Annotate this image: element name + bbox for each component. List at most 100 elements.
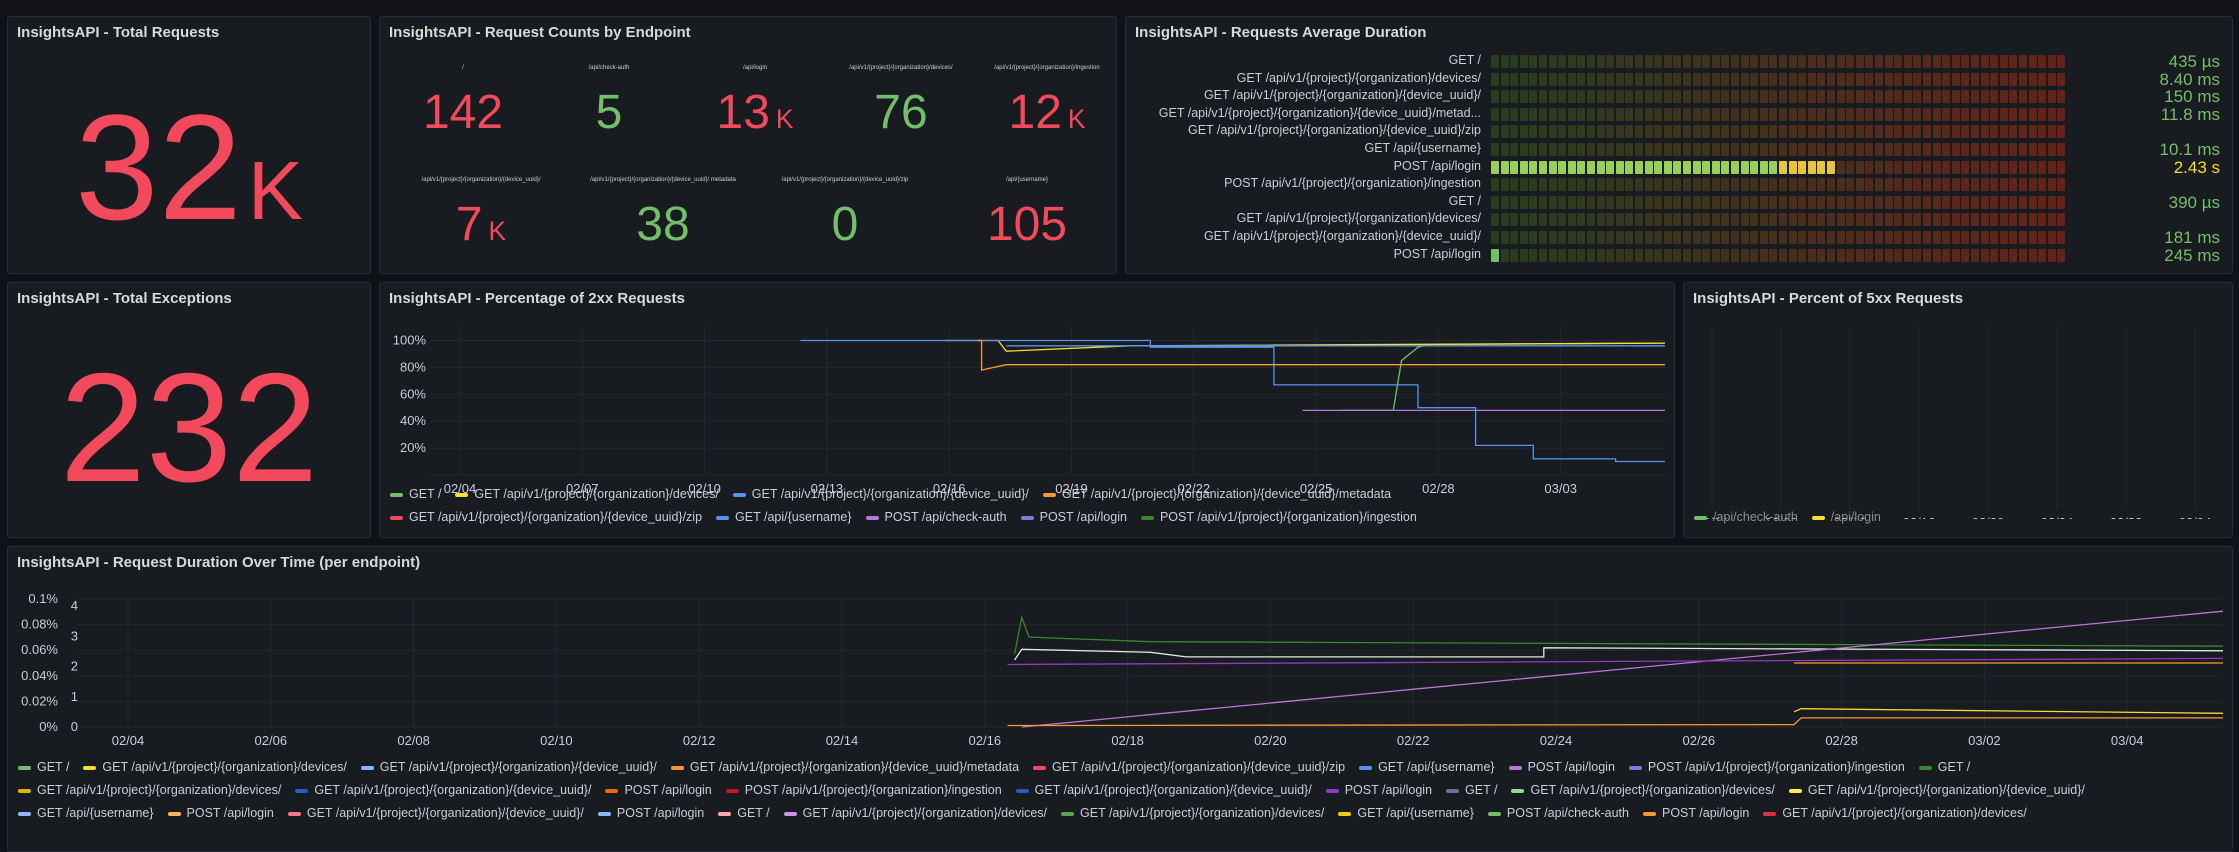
bar-gauge-cell bbox=[1884, 231, 1893, 244]
legend-item[interactable]: GET /api/v1/{project}/{organization}/{de… bbox=[390, 506, 702, 529]
bar-gauge-cell bbox=[1769, 125, 1778, 139]
bar-gauge[interactable] bbox=[1491, 90, 2067, 104]
series-line[interactable] bbox=[977, 339, 1666, 371]
endpoint-stat: /api/login 13 K bbox=[682, 65, 828, 140]
legend-item[interactable]: POST /api/login bbox=[1325, 779, 1432, 802]
legend-item[interactable]: POST /api/login bbox=[1020, 506, 1127, 529]
legend-item[interactable]: GET / bbox=[1446, 779, 1497, 802]
series-line[interactable] bbox=[1007, 657, 2224, 666]
series-line[interactable] bbox=[1339, 342, 1666, 412]
bar-gauge-cell bbox=[1788, 125, 1797, 139]
bar-gauge-cell bbox=[1923, 195, 1932, 209]
x-tick-label: 02/14 bbox=[826, 733, 859, 748]
panel-title[interactable]: InsightsAPI - Requests Average Duration bbox=[1135, 24, 1427, 41]
legend-item[interactable]: GET /api/v1/{project}/{organization}/{de… bbox=[670, 756, 1019, 779]
bar-gauge[interactable] bbox=[1491, 178, 2067, 192]
legend-item[interactable]: GET /api/{username} bbox=[1338, 802, 1474, 825]
legend-item[interactable]: POST /api/v1/{project}/{organization}/in… bbox=[1140, 506, 1417, 529]
series-line[interactable] bbox=[1793, 708, 2224, 714]
bar-gauge-cell bbox=[1711, 143, 1720, 156]
bar-gauge-cell bbox=[1567, 231, 1576, 244]
legend-item[interactable]: GET /api/v1/{project}/{organization}/{de… bbox=[1788, 779, 2085, 802]
series-line[interactable] bbox=[1014, 647, 2224, 661]
legend-swatch bbox=[1788, 788, 1802, 793]
bar-gauge-cell bbox=[1654, 248, 1663, 262]
bar-gauge-cell bbox=[1846, 55, 1855, 68]
legend-item[interactable]: POST /api/v1/{project}/{organization}/in… bbox=[1628, 756, 1905, 779]
legend-item[interactable]: GET /api/v1/{project}/{organization}/dev… bbox=[455, 483, 719, 506]
legend-item[interactable]: GET /api/{username} bbox=[1359, 756, 1495, 779]
legend-item[interactable]: POST /api/v1/{project}/{organization}/in… bbox=[725, 779, 1002, 802]
panel-title[interactable]: InsightsAPI - Total Requests bbox=[17, 24, 220, 41]
legend-item[interactable]: POST /api/login bbox=[597, 802, 704, 825]
x-tick-label: 02/20 bbox=[1972, 515, 2005, 519]
bar-gauge-cell bbox=[1884, 72, 1893, 86]
series-line[interactable] bbox=[800, 339, 1666, 463]
bar-gauge[interactable] bbox=[1491, 231, 2067, 244]
legend-item[interactable]: POST /api/login bbox=[167, 802, 274, 825]
legend-item[interactable]: GET /api/v1/{project}/{organization}/{de… bbox=[1042, 483, 1391, 506]
bar-gauge-cell bbox=[1855, 55, 1864, 68]
legend-item[interactable]: GET /api/v1/{project}/{organization}/{de… bbox=[295, 779, 591, 802]
legend-item[interactable]: POST /api/check-auth bbox=[1487, 802, 1629, 825]
series-line[interactable] bbox=[1013, 614, 2224, 655]
legend-swatch bbox=[1694, 515, 1707, 520]
legend-item[interactable]: GET /api/v1/{project}/{organization}/dev… bbox=[83, 756, 347, 779]
legend-item[interactable]: GET /api/v1/{project}/{organization}/dev… bbox=[1511, 779, 1775, 802]
bar-gauge[interactable] bbox=[1491, 55, 2067, 68]
panel-title[interactable]: InsightsAPI - Request Duration Over Time… bbox=[17, 554, 421, 571]
bar-gauge[interactable] bbox=[1491, 248, 2067, 262]
series-line[interactable] bbox=[1021, 610, 2224, 728]
legend-item[interactable]: GET /api/v1/{project}/{organization}/{de… bbox=[1015, 779, 1312, 802]
series-line[interactable] bbox=[1007, 717, 2224, 727]
pct-5xx-chart[interactable]: 02/04 02/08 02/12 02/16 02/20 02/24 02/28 03/04 bbox=[1684, 319, 2233, 519]
legend-item[interactable]: GET /api/v1/{project}/{organization}/dev… bbox=[1763, 802, 2027, 825]
bar-gauge[interactable] bbox=[1491, 143, 2067, 156]
bar-gauge[interactable] bbox=[1491, 195, 2067, 209]
bar-gauge-cell bbox=[1721, 248, 1730, 262]
bar-gauge-cell bbox=[1558, 160, 1567, 174]
panel-title[interactable]: InsightsAPI - Percentage of 2xx Requests bbox=[389, 290, 685, 307]
legend-swatch bbox=[1042, 492, 1056, 497]
panel-title[interactable]: InsightsAPI - Percent of 5xx Requests bbox=[1693, 290, 1964, 307]
legend-item[interactable]: GET /api/v1/{project}/{organization}/{de… bbox=[732, 483, 1029, 506]
legend-item[interactable]: GET /api/v1/{project}/{organization}/{de… bbox=[1033, 756, 1345, 779]
bar-gauge-cell bbox=[1587, 195, 1596, 209]
bar-gauge[interactable] bbox=[1491, 72, 2067, 86]
bar-gauge-cell bbox=[1702, 55, 1711, 68]
panel-title[interactable]: InsightsAPI - Total Exceptions bbox=[17, 290, 232, 307]
legend-item[interactable]: GET /api/v1/{project}/{organization}/{de… bbox=[360, 756, 657, 779]
legend-item[interactable]: /api/login bbox=[1811, 506, 1881, 529]
legend-label: GET /api/v1/{project}/{organization}/dev… bbox=[1530, 783, 1775, 797]
bar-gauge[interactable] bbox=[1491, 107, 2067, 121]
legend-label: GET /api/v1/{project}/{organization}/dev… bbox=[474, 487, 719, 501]
bar-gauge-cell bbox=[1980, 143, 1989, 156]
legend-item[interactable]: /api/check-auth bbox=[1694, 506, 1798, 529]
legend-item[interactable]: GET /api/v1/{project}/{organization}/dev… bbox=[18, 779, 281, 802]
legend-item[interactable]: GET /api/v1/{project}/{organization}/dev… bbox=[783, 802, 1047, 825]
legend-item[interactable]: GET / bbox=[718, 802, 770, 825]
legend-item[interactable]: POST /api/login bbox=[605, 779, 712, 802]
legend-item[interactable]: GET /api/v1/{project}/{organization}/{de… bbox=[287, 802, 584, 825]
legend-item[interactable]: GET / bbox=[1918, 756, 1970, 779]
legend-item[interactable]: GET / bbox=[390, 483, 441, 506]
legend-item[interactable]: POST /api/check-auth bbox=[865, 506, 1007, 529]
bar-gauge-cell bbox=[1606, 248, 1615, 262]
duration-chart[interactable]: 02/04 02/06 02/08 02/10 02/12 02/14 02/16 02/18… bbox=[8, 581, 2233, 781]
bar-gauge[interactable] bbox=[1491, 160, 2067, 174]
legend-item[interactable]: POST /api/login bbox=[1642, 802, 1749, 825]
legend-item[interactable]: GET /api/{username} bbox=[716, 506, 852, 529]
bar-gauge[interactable] bbox=[1491, 125, 2067, 139]
pct-2xx-chart[interactable]: 02/04 02/07 02/10 02/13 02/16 02/19 02/22 02/25… bbox=[380, 319, 1675, 519]
legend-item[interactable]: GET /api/{username} bbox=[18, 802, 154, 825]
bar-gauge-cell bbox=[1807, 107, 1816, 121]
panel-title[interactable]: InsightsAPI - Request Counts by Endpoint bbox=[389, 24, 691, 41]
bar-gauge-cell bbox=[1855, 195, 1864, 209]
bar-gauge-value: 181 ms bbox=[2164, 228, 2220, 247]
bar-gauge-cell bbox=[2057, 195, 2066, 209]
legend-item[interactable]: GET /api/v1/{project}/{organization}/dev… bbox=[1061, 802, 1324, 825]
legend-item[interactable]: GET / bbox=[18, 756, 69, 779]
bar-gauge[interactable] bbox=[1491, 213, 2067, 227]
legend-item[interactable]: POST /api/login bbox=[1508, 756, 1615, 779]
bar-gauge-cell bbox=[1961, 213, 1970, 227]
